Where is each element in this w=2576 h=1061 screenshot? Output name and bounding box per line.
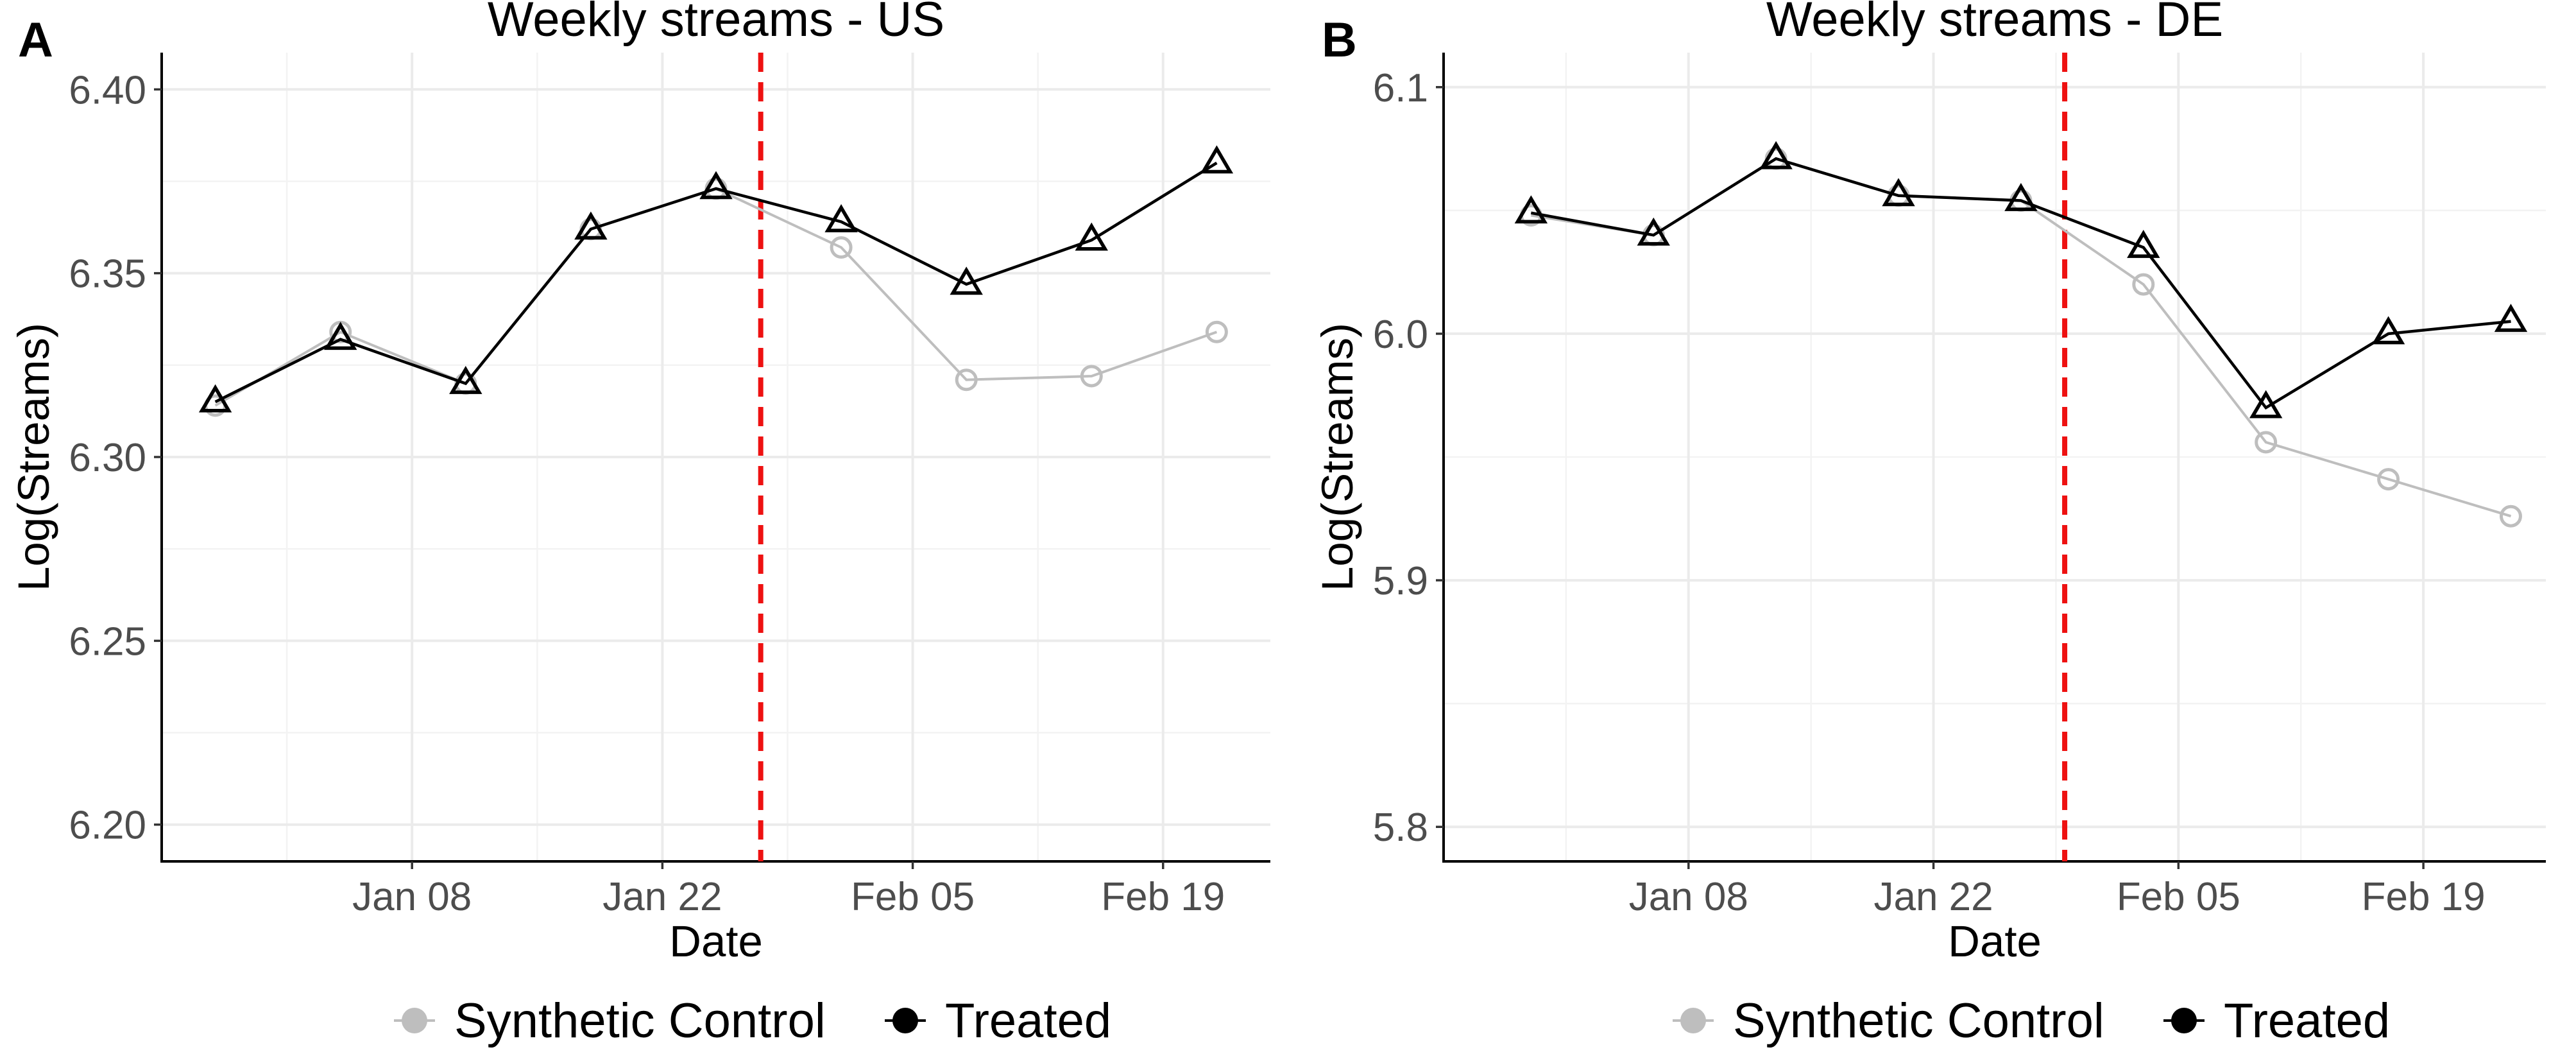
treated-point	[699, 171, 733, 200]
legend-label: Synthetic Control	[454, 994, 826, 1048]
treated-point	[2127, 230, 2160, 258]
panel-b: 5.8 5.9 6.0 6.1 Jan 08 Jan 22 Feb 05 Feb 19 Date…	[1313, 0, 2546, 1048]
y-tick-label: 6.0	[1373, 313, 1428, 357]
synthetic-control-point	[2377, 468, 2400, 491]
synthetic-control-point	[1080, 365, 1103, 388]
synthetic-control-point	[2132, 273, 2155, 296]
y-axis-title: Log(Streams)	[1313, 323, 1362, 591]
x-tick-label: Jan 08	[1629, 875, 1748, 919]
x-tick-label: Jan 08	[352, 875, 472, 919]
x-axis-title: Date	[669, 917, 763, 966]
y-tick-label: 5.8	[1373, 806, 1428, 850]
treated-point	[574, 211, 608, 240]
legend-key-dot	[1680, 1008, 1706, 1033]
synthetic-control-point	[830, 236, 853, 259]
y-tick-label: 5.9	[1373, 559, 1428, 603]
x-tick-label: Jan 22	[602, 875, 722, 919]
treated-point	[1075, 222, 1108, 251]
y-tick-label: 6.40	[69, 68, 146, 112]
series-line-treated	[214, 161, 1218, 404]
legend-key-dot	[402, 1008, 427, 1033]
legend: Synthetic Control Treated	[1673, 994, 2390, 1048]
legend-label: Treated	[2224, 994, 2390, 1048]
treated-point	[198, 384, 232, 413]
series-line-treated	[1530, 157, 2511, 410]
treated-point	[1514, 195, 1548, 224]
legend-key-dot	[892, 1008, 918, 1033]
panel-tag: A	[18, 13, 53, 67]
x-tick-label: Feb 05	[2117, 875, 2240, 919]
y-tick-label: 6.20	[69, 804, 146, 848]
synthetic-control-point	[1205, 320, 1228, 343]
treated-point	[2249, 390, 2283, 418]
treated-point	[1200, 145, 1234, 174]
y-tick-label: 6.1	[1373, 66, 1428, 110]
treated-point	[824, 204, 858, 232]
x-tick-label: Feb 19	[2362, 875, 2486, 919]
treated-point	[1759, 141, 1793, 169]
x-tick-label: Jan 22	[1873, 875, 1993, 919]
treated-point	[1637, 217, 1670, 246]
treated-point	[2004, 183, 2038, 211]
panel-tag: B	[1322, 13, 1357, 67]
panel-title: Weekly streams - DE	[1766, 0, 2223, 47]
series-line-synthetic-control	[214, 187, 1218, 407]
y-tick-label: 6.25	[69, 619, 146, 664]
x-axis-title: Date	[1948, 917, 2042, 966]
x-tick-label: Feb 05	[851, 875, 975, 919]
synthetic-control-point	[2255, 431, 2278, 454]
series-line-synthetic-control	[1530, 157, 2512, 518]
treated-point	[2494, 304, 2528, 332]
treated-point	[950, 266, 983, 295]
synthetic-control-point	[2499, 505, 2522, 528]
y-tick-label: 6.30	[69, 436, 146, 480]
treated-point	[1882, 178, 1915, 207]
legend-label: Synthetic Control	[1733, 994, 2104, 1048]
legend-key-dot	[2171, 1008, 2197, 1033]
treated-point	[449, 366, 482, 394]
x-tick-label: Feb 19	[1101, 875, 1225, 919]
legend-label: Treated	[945, 994, 1111, 1048]
treated-point	[2371, 316, 2405, 345]
panel-a: 6.20 6.25 6.30 6.35 6.40 Jan 08 Jan 22 Feb 05 Fe…	[9, 0, 1270, 1048]
y-tick-label: 6.35	[69, 252, 146, 297]
treated-point	[324, 322, 357, 350]
legend: Synthetic Control Treated	[394, 994, 1111, 1048]
panel-title: Weekly streams - US	[488, 0, 944, 47]
y-axis-title: Log(Streams)	[9, 323, 58, 591]
synthetic-control-point	[955, 368, 978, 392]
